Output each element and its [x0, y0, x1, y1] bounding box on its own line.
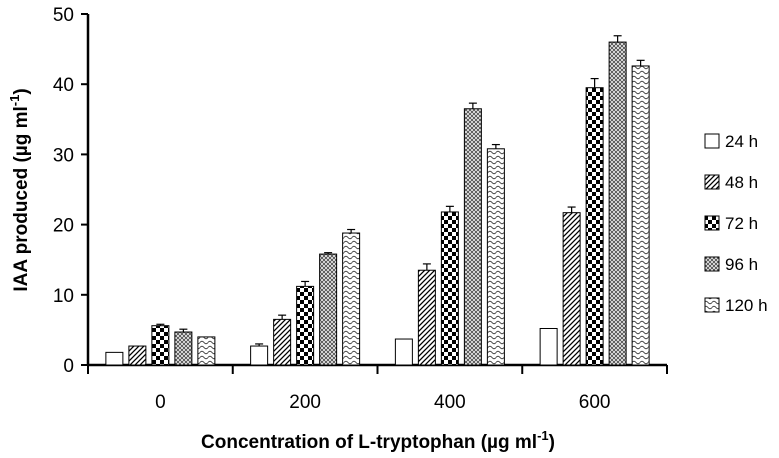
bar-120h-0 [197, 336, 216, 366]
legend-label-120h: 120 h [725, 296, 768, 315]
bar-96h-0 [174, 331, 193, 366]
bar-24h-400 [394, 338, 413, 366]
bar-96h-400 [463, 108, 482, 366]
bar-72h-0 [151, 325, 170, 366]
bar-72h-600 [585, 87, 604, 366]
legend-swatch-72h [704, 215, 720, 231]
x-axis-title: Concentration of L-tryptophan (µg ml-1) [201, 428, 555, 453]
y-tick-label: 30 [53, 145, 74, 166]
bar-48h-600 [562, 212, 581, 366]
bar-24h-0 [105, 351, 124, 366]
bar-72h-200 [296, 285, 315, 366]
bar-48h-400 [417, 269, 436, 366]
legend-label-48h: 48 h [725, 173, 758, 192]
legend-swatch-120h [704, 297, 720, 313]
bar-48h-0 [128, 345, 147, 366]
x-tick-label: 600 [579, 392, 611, 413]
bar-48h-200 [273, 318, 292, 366]
bar-24h-200 [250, 345, 269, 366]
legend-swatch-24h [704, 133, 720, 149]
legend: 24 h 48 h 72 h 96 h 120 h [704, 132, 768, 315]
legend-swatch-48h [704, 174, 720, 190]
legend-label-72h: 72 h [725, 214, 758, 233]
x-tick-label: 0 [155, 392, 166, 413]
x-tick-label: 200 [289, 392, 321, 413]
x-tick-label: 400 [434, 392, 466, 413]
bar-72h-400 [440, 211, 459, 366]
y-tick-label: 50 [53, 5, 74, 26]
y-tick-label: 10 [53, 286, 74, 307]
legend-label-24h: 24 h [725, 132, 758, 151]
y-tick-label: 40 [53, 75, 74, 96]
bar-120h-600 [631, 65, 650, 366]
legend-swatch-96h [704, 256, 720, 272]
y-tick-label: 20 [53, 216, 74, 237]
bar-96h-600 [608, 41, 627, 366]
y-tick-label: 0 [63, 356, 74, 377]
bar-120h-200 [342, 232, 361, 366]
bar-96h-200 [319, 253, 338, 366]
y-axis-title: IAA produced (µg ml-1) [7, 88, 32, 291]
legend-label-96h: 96 h [725, 255, 758, 274]
bar-120h-400 [486, 148, 505, 366]
bar-24h-600 [539, 327, 558, 366]
